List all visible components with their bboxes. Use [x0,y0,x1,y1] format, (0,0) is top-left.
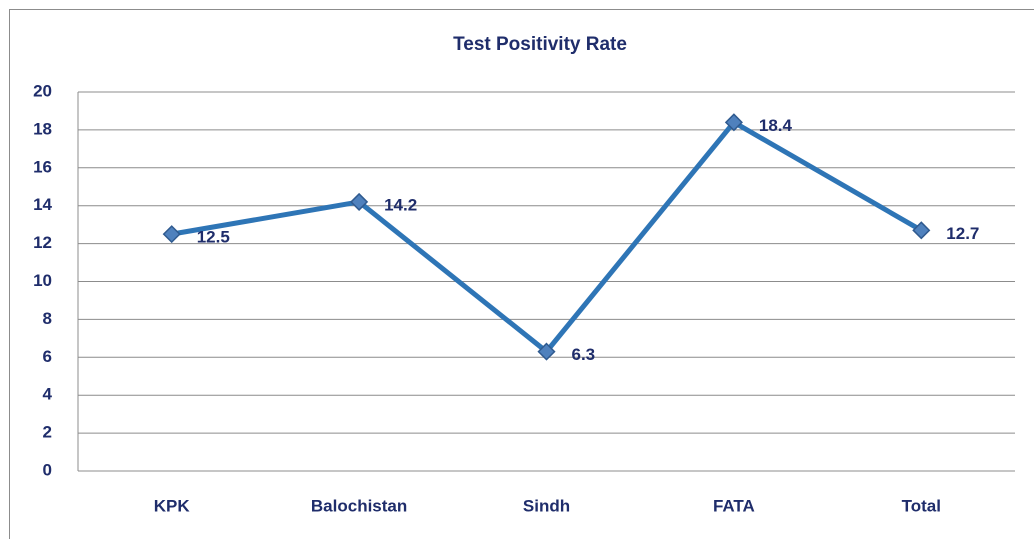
marker [162,225,181,244]
y-tick-label: 16 [33,157,52,176]
data-label: 12.7 [946,224,979,243]
y-tick-label: 14 [33,195,52,214]
data-label: 18.4 [759,116,793,135]
chart-border [9,9,1034,539]
marker [724,113,743,132]
y-tick-label: 4 [43,385,53,404]
x-tick-label: Balochistan [311,496,407,515]
y-tick-label: 12 [33,233,52,252]
x-tick-label: Sindh [523,496,570,515]
y-tick-label: 6 [43,347,52,366]
chart-title: Test Positivity Rate [453,34,627,55]
y-tick-label: 10 [33,271,52,290]
y-tick-label: 20 [33,81,52,100]
marker [912,221,931,240]
x-tick-label: FATA [713,496,755,515]
y-tick-label: 18 [33,119,52,138]
data-label: 12.5 [197,228,230,247]
y-tick-label: 8 [43,309,52,328]
x-tick-label: KPK [154,496,191,515]
y-tick-label: 2 [43,423,52,442]
marker [537,342,556,361]
y-tick-label: 0 [43,460,52,479]
data-label: 6.3 [572,345,596,364]
x-tick-label: Total [902,496,941,515]
marker [350,192,369,211]
data-label: 14.2 [384,195,417,214]
